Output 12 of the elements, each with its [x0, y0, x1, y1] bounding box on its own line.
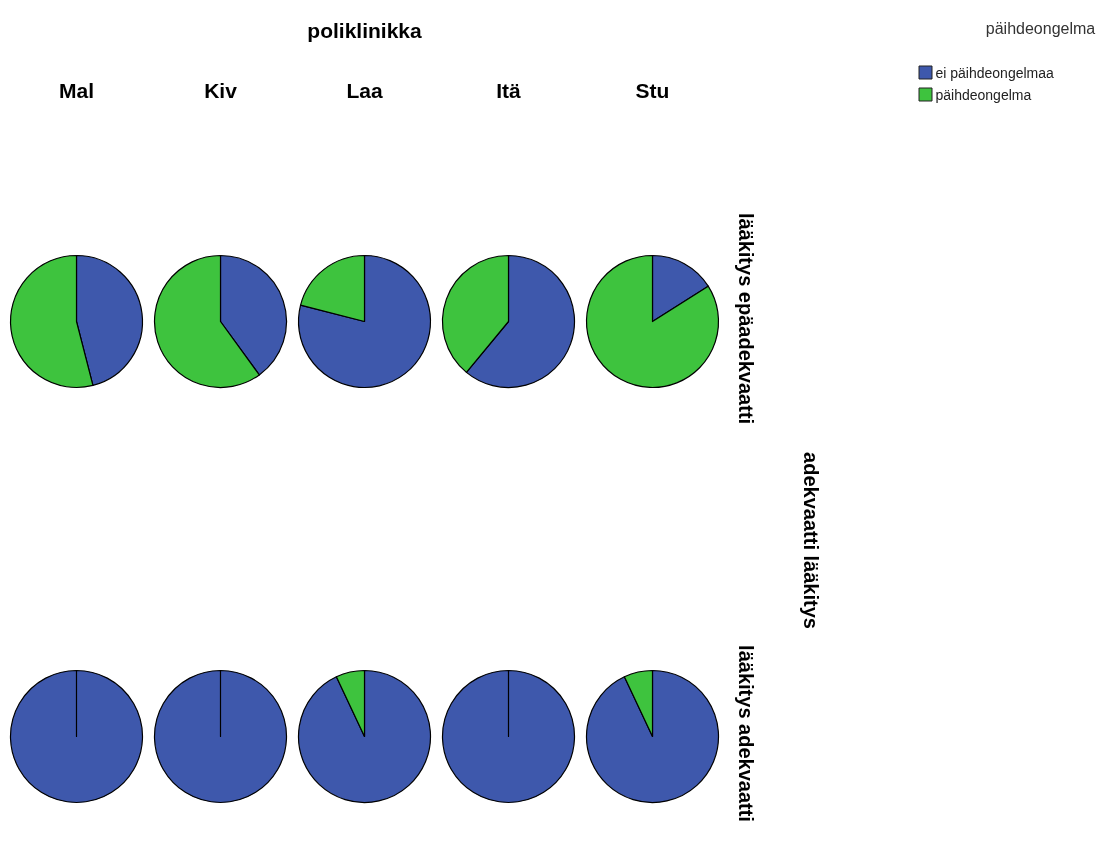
text: lääkitys epäadekvaatti [734, 212, 757, 425]
chart-title: Laa [346, 79, 383, 102]
legend-title: päihdeongelma [985, 20, 1096, 37]
legend-label: päihdeongelma [935, 86, 1032, 103]
chart-title: Stu [635, 79, 670, 102]
text: adekvaatti lääkitys [799, 452, 822, 629]
text: poliklinikka [307, 19, 423, 42]
text: lääkitys adekvaatti [734, 645, 757, 822]
chart-title: Kiv [204, 79, 238, 102]
legend-label: ei päihdeongelmaa [935, 64, 1055, 81]
text: Mal [59, 79, 95, 102]
chart-title: Itä [496, 79, 522, 102]
